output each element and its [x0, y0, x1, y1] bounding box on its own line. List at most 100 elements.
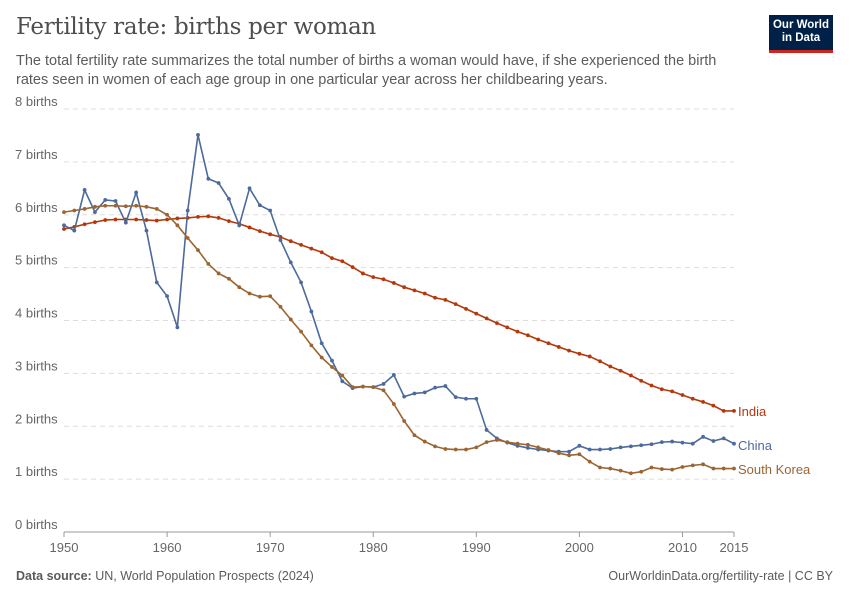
data-point [288, 239, 293, 244]
data-point [464, 396, 468, 401]
data-point [330, 358, 334, 363]
data-point [629, 444, 633, 449]
data-point [732, 441, 736, 446]
data-point [72, 208, 77, 213]
data-point [598, 359, 602, 364]
data-point [82, 222, 87, 227]
data-point [247, 225, 252, 230]
data-point [103, 218, 108, 222]
data-point [567, 449, 571, 454]
data-point [484, 428, 489, 432]
data-point [474, 311, 479, 316]
data-point [453, 447, 458, 452]
data-point [402, 285, 407, 290]
data-point [680, 393, 685, 397]
source-text: UN, World Population Prospects (2024) [95, 569, 314, 583]
data-point [659, 387, 664, 392]
data-point [62, 223, 66, 228]
data-point [278, 238, 283, 243]
data-point [175, 325, 180, 330]
data-point [412, 288, 417, 293]
data-point [134, 203, 139, 208]
data-point [608, 364, 613, 369]
data-point [165, 212, 169, 217]
data-point [690, 396, 695, 401]
data-point [134, 217, 139, 222]
data-point [257, 203, 262, 208]
data-point [371, 385, 376, 390]
data-point [567, 348, 571, 353]
data-point [639, 443, 644, 448]
data-point [268, 232, 273, 237]
data-point [93, 204, 97, 209]
y-tick-label: 8 births [15, 94, 58, 109]
x-tick-label: 1960 [153, 540, 182, 555]
data-point [113, 217, 118, 222]
data-point [732, 409, 736, 413]
data-point [350, 265, 355, 269]
data-point [257, 229, 262, 234]
data-point [299, 280, 303, 285]
data-point [103, 198, 108, 202]
data-point [288, 317, 293, 322]
data-point [330, 365, 334, 369]
data-point [62, 210, 66, 215]
source-label: Data source: [16, 569, 92, 583]
data-point [361, 271, 365, 276]
data-point [701, 462, 705, 467]
data-point [711, 403, 716, 408]
data-point [196, 214, 200, 219]
data-point [185, 236, 190, 240]
data-point [525, 442, 530, 447]
series-line-china [63, 134, 735, 453]
x-tick-label: 2015 [720, 540, 749, 555]
data-point [381, 388, 386, 393]
x-tick-label: 1990 [462, 540, 491, 555]
data-point [484, 440, 489, 445]
data-point [247, 291, 252, 296]
data-point [567, 453, 571, 458]
data-point [546, 341, 551, 346]
data-point [412, 391, 417, 396]
data-point [536, 445, 541, 450]
data-point [433, 295, 437, 300]
y-tick-label: 2 births [15, 411, 58, 426]
data-point [165, 294, 169, 299]
data-point [495, 321, 499, 326]
data-point [474, 396, 479, 401]
data-point [402, 394, 407, 399]
data-point [391, 281, 396, 285]
data-point [175, 223, 180, 228]
data-point [154, 280, 159, 285]
x-tick-label: 1980 [359, 540, 388, 555]
series-label: India [738, 404, 767, 419]
data-point [701, 434, 705, 439]
data-point [72, 228, 77, 233]
data-point [381, 382, 386, 386]
data-point [340, 379, 345, 384]
source-link[interactable]: OurWorldinData.org/fertility-rate | CC B… [608, 569, 833, 583]
data-point [82, 187, 87, 192]
data-point [577, 351, 582, 356]
data-point [649, 442, 654, 447]
data-point [618, 468, 623, 473]
owid-logo[interactable]: Our World in Data [769, 15, 833, 53]
data-point [629, 471, 633, 476]
data-point [422, 291, 427, 296]
data-point [93, 210, 97, 215]
data-point [319, 341, 324, 346]
data-point [371, 275, 376, 280]
data-point [608, 466, 613, 471]
y-tick-label: 6 births [15, 200, 58, 215]
data-point [154, 207, 159, 211]
data-point [453, 395, 458, 400]
data-point [196, 133, 200, 137]
x-tick-label: 1950 [50, 540, 79, 555]
data-point [515, 329, 520, 334]
data-point [505, 325, 510, 330]
data-point [288, 260, 293, 265]
data-point [721, 409, 726, 413]
data-point [670, 389, 675, 394]
data-point [309, 309, 314, 314]
data-point [680, 440, 685, 445]
